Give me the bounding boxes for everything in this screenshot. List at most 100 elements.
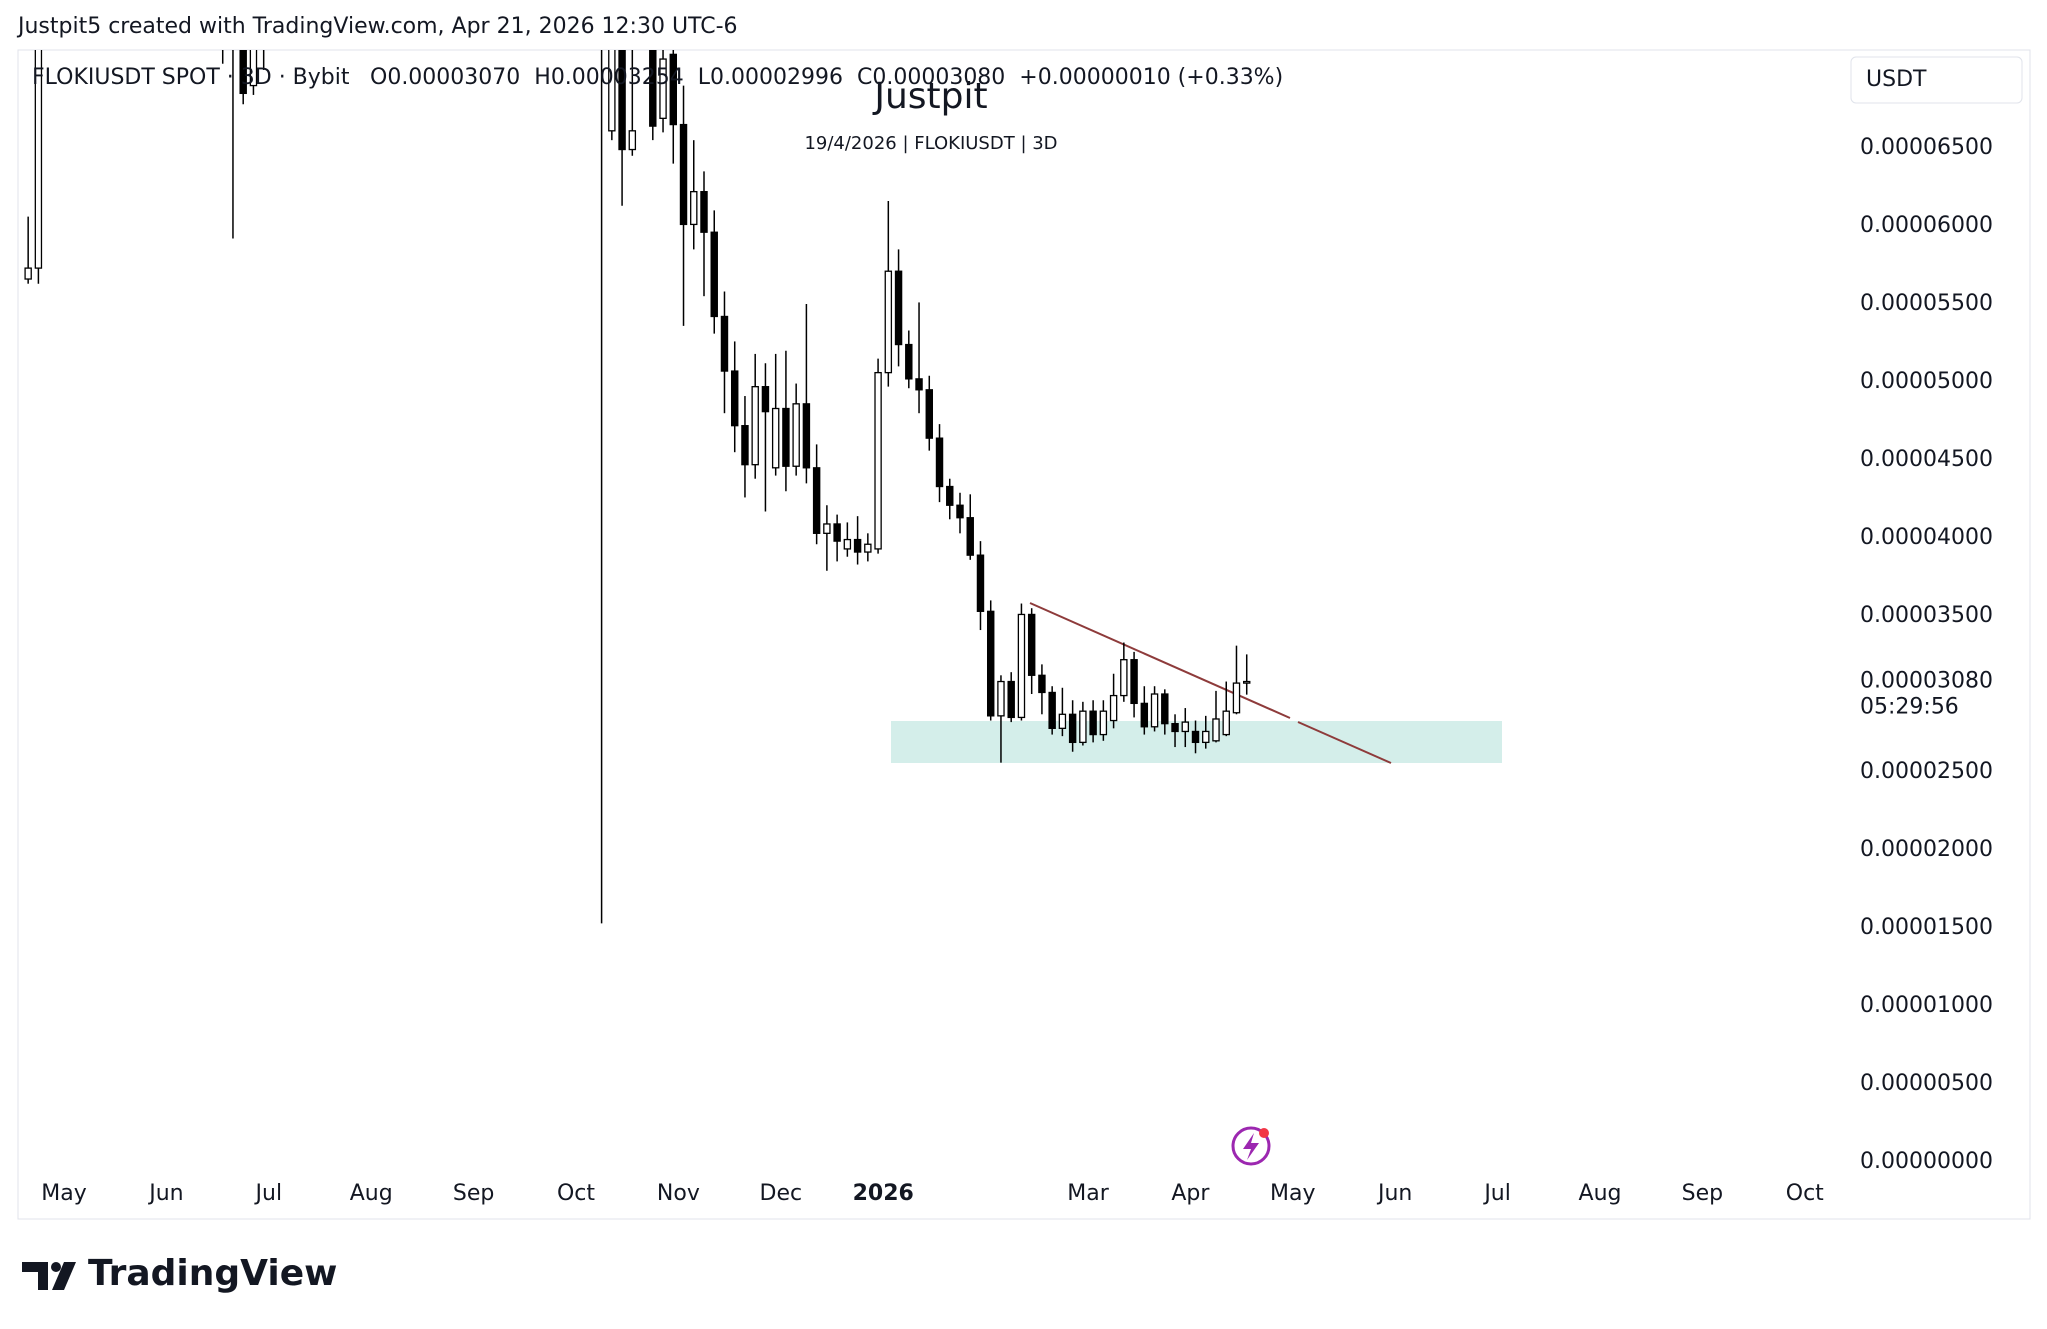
currency-box[interactable] [1850,56,2023,104]
candle-body [1140,702,1149,728]
candle-body [1017,613,1026,719]
y-tick-label: 0.00005500 [1860,291,1993,316]
y-tick-label: 0.00002000 [1860,837,1993,862]
candle-body [1068,713,1077,744]
candle-body [669,53,678,126]
candle-body [1150,693,1159,728]
candle-body [1079,710,1087,744]
watermark-subtitle: 19/4/2026 | FLOKIUSDT | 3D [804,133,1057,154]
candle-body [628,130,637,151]
candle-body [935,437,944,488]
candle-body [905,343,913,380]
candle-body [956,504,964,519]
candle-body [771,407,780,469]
y-tick-label: 0.00003500 [1860,603,1993,628]
candle-body [761,386,770,413]
candle-body [976,554,985,612]
y-tick-label: 0.00000500 [1860,1071,1993,1096]
candle-body [894,270,903,346]
candle-body [608,50,616,132]
logo-text[interactable]: TradingView [88,1253,337,1294]
candle-body [812,467,821,534]
candle-body [1038,674,1046,694]
candle-body [700,191,708,233]
candle-body [34,50,43,269]
candle-body [792,403,800,467]
candle-body [864,543,872,553]
candle-body [741,425,749,466]
ohlc-legend: O0.00003070 H0.00003254 L0.00002996 C0.0… [370,65,1283,90]
candle-body [249,50,258,87]
last-price-label: 0.00003080 [1860,669,1993,694]
candle-body [1099,710,1108,736]
candle-body [802,403,811,469]
candle-body [1171,723,1179,733]
countdown: 05:29:56 [1860,695,1959,720]
x-tick-label: Dec [760,1181,803,1206]
candle-body [24,267,32,280]
candle-body [679,123,688,226]
y-tick-label: 0.00000000 [1860,1149,1993,1174]
candle-body [1130,659,1138,705]
candle-body [649,50,657,127]
candle-body [1089,710,1097,736]
logo-mark[interactable] [22,1262,48,1290]
candle-body [1212,718,1220,742]
x-tick-label: Apr [1171,1181,1210,1206]
x-tick-label: Aug [350,1181,393,1206]
candle-body [239,50,247,95]
candle-body [1242,680,1251,684]
candle-body [782,407,790,467]
candle-body [599,0,605,8]
logo-mark[interactable] [51,1262,61,1272]
candle-body [1120,659,1128,697]
candle-body [833,523,841,542]
x-tick-label: Jul [254,1181,283,1206]
icon-bolt[interactable] [1243,1133,1259,1160]
icon-dot[interactable] [1259,1128,1269,1138]
candle-body [730,370,739,427]
candle-body [1181,721,1190,733]
x-tick-label: Nov [657,1181,700,1206]
y-tick-label: 0.00004500 [1860,447,1993,472]
candle-body [915,378,923,391]
candle-body [1222,710,1230,736]
x-tick-label: Jun [147,1181,183,1206]
plot-area [24,0,1502,924]
x-tick-label: Oct [557,1181,595,1206]
x-tick-label: May [41,1181,86,1206]
trend-line [1297,721,1392,764]
candle-body [1191,730,1200,744]
chart-frame [17,49,2031,1220]
candle-body [690,191,698,226]
x-tick-label: 2026 [853,1181,914,1206]
currency[interactable]: USDT [1866,67,1927,92]
lightning-icon[interactable] [1231,1126,1271,1166]
candle-body [843,538,852,550]
candle-body [659,58,667,119]
x-tick-label: May [1270,1181,1315,1206]
candle-body [618,50,626,151]
y-tick-label: 0.00006500 [1860,135,1993,160]
y-tick-label: 0.00006000 [1860,213,1993,238]
y-tick-label: 0.00004000 [1860,525,1993,550]
x-tick-label: Aug [1579,1181,1622,1206]
candle-body [966,517,974,556]
candle-body [925,389,934,439]
trend-line [1029,602,1291,719]
candle-body [986,610,995,717]
x-tick-label: Oct [1786,1181,1824,1206]
candle-body [1058,713,1067,729]
watermark-title: Justpit [872,76,987,117]
logo-mark[interactable] [52,1262,76,1290]
y-tick-label: 0.00002500 [1860,759,1993,784]
candle-body [1161,693,1169,725]
candle-body [884,270,893,374]
candle-body [946,485,954,506]
x-tick-label: Sep [453,1181,494,1206]
footer-logo[interactable]: TradingView [22,1253,337,1294]
candle-body [720,315,729,372]
candle-body [1007,680,1015,719]
candle-body [853,538,862,553]
